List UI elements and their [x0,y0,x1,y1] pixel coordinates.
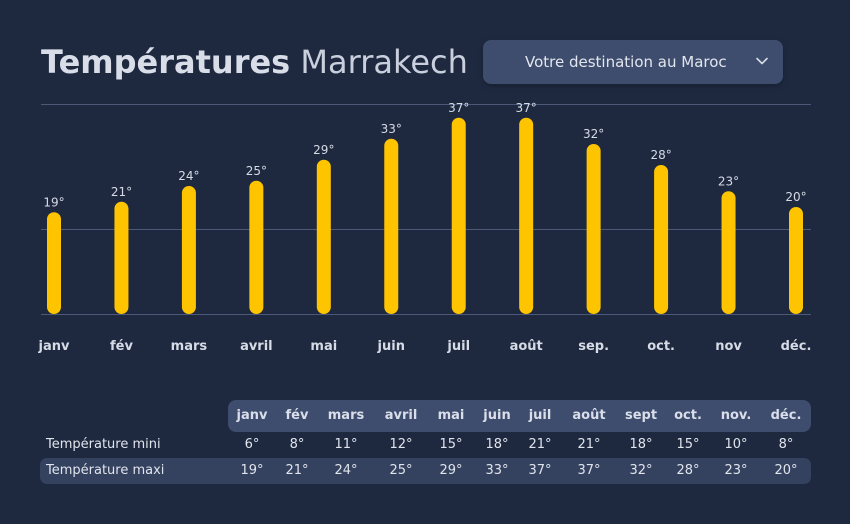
table-cell: 18° [629,437,653,452]
bar-2 [181,186,196,314]
table-cell: 29° [439,463,463,478]
bar-4 [316,159,331,314]
data-label: 23° [718,174,739,188]
table-cell: 20° [774,463,798,478]
table-header-cell: déc. [770,408,802,423]
table-header-cell: avril [384,408,418,423]
data-label: 29° [313,143,334,157]
bar-5 [384,138,399,314]
table-header-cell: oct. [674,408,702,423]
data-label: 37° [448,101,469,115]
table-cell: 11° [334,437,358,452]
table-cell: 15° [439,437,463,452]
table-header-cell: janv [236,408,268,423]
table-cell: 18° [485,437,509,452]
table-row-max-background [40,458,811,484]
data-label: 19° [43,195,64,209]
x-tick-label: oct. [647,339,675,354]
table-header-cell: mars [327,408,365,423]
x-tick-label: avril [240,339,273,354]
x-tick-label: mai [310,339,337,354]
table-cell: 32° [629,463,653,478]
page-title: Températures Marrakech [41,42,468,82]
x-tick-label: août [510,339,543,354]
table-cell: 37° [528,463,552,478]
table-cell: 19° [240,463,264,478]
bar-1 [114,201,129,314]
table-header-cell: juil [528,408,552,423]
title-city: Marrakech [300,43,468,81]
temperature-bar-chart: 19° janv 21° fév 24° mars 25° avril 29° mai 33° jui… [38,101,812,354]
bar-7 [519,117,534,314]
x-tick-label: fév [110,339,133,354]
bar-8 [586,144,601,314]
table-cell: 28° [676,463,700,478]
bar-6 [451,117,466,314]
x-tick-label: nov [715,339,742,354]
table-cell: 8° [289,437,305,452]
row-label-max: Température maxi [46,463,165,478]
table-cell: 8° [778,437,794,452]
table-cell: 21° [577,437,601,452]
table-cell: 6° [244,437,260,452]
x-tick-label: janv [38,339,70,354]
bar-11 [789,207,803,314]
destination-select[interactable]: Votre destination au Maroc [483,40,783,84]
data-label: 28° [650,148,671,162]
bar-3 [249,180,264,314]
table-header-cell: mai [437,408,465,423]
x-tick-label: déc. [781,339,812,354]
destination-select-label: Votre destination au Maroc [525,53,727,71]
table-cell: 25° [389,463,413,478]
table-cell: 23° [724,463,748,478]
row-label-min: Température mini [46,437,161,452]
data-label: 24° [178,169,199,183]
table-cell: 21° [528,437,552,452]
data-label: 21° [111,185,132,199]
x-tick-label: mars [171,339,208,354]
table-header [228,400,811,432]
data-label: 37° [516,101,537,115]
table-cell: 10° [724,437,748,452]
table-cell: 37° [577,463,601,478]
table-header-cell: fév [285,408,309,423]
table-header-cell: juin [483,408,511,423]
data-label: 25° [246,164,267,178]
table-cell: 33° [485,463,509,478]
x-tick-label: juil [446,339,470,354]
table-cell: 21° [285,463,309,478]
bar-0 [47,212,61,314]
data-label: 32° [583,127,604,141]
data-label: 20° [785,190,806,204]
x-tick-label: juin [377,339,405,354]
table-cell: 24° [334,463,358,478]
title-bold: Températures [41,43,291,81]
data-label: 33° [381,122,402,136]
chevron-down-icon [756,57,768,65]
table-header-cell: sept [624,408,658,423]
bar-9 [654,165,669,314]
x-tick-label: sep. [578,339,609,354]
table-cell: 12° [389,437,413,452]
bar-10 [721,191,736,314]
table-header-cell: nov. [720,408,752,423]
table-cell: 15° [676,437,700,452]
table-header-cell: août [572,408,606,423]
